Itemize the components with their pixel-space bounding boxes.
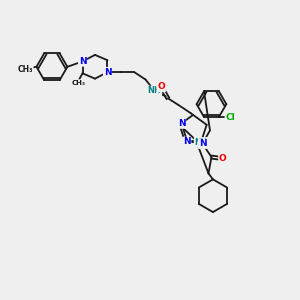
Text: NH: NH (194, 138, 207, 147)
Text: O: O (158, 82, 165, 91)
Text: N: N (183, 137, 190, 146)
Text: CH₃: CH₃ (72, 80, 86, 86)
Text: N: N (199, 139, 206, 148)
Text: N: N (79, 57, 86, 66)
Text: O: O (219, 154, 226, 163)
Text: Cl: Cl (225, 112, 235, 122)
Text: N: N (178, 119, 185, 128)
Text: NH: NH (148, 86, 161, 95)
Text: N: N (104, 68, 111, 76)
Text: CH₃: CH₃ (17, 65, 33, 74)
